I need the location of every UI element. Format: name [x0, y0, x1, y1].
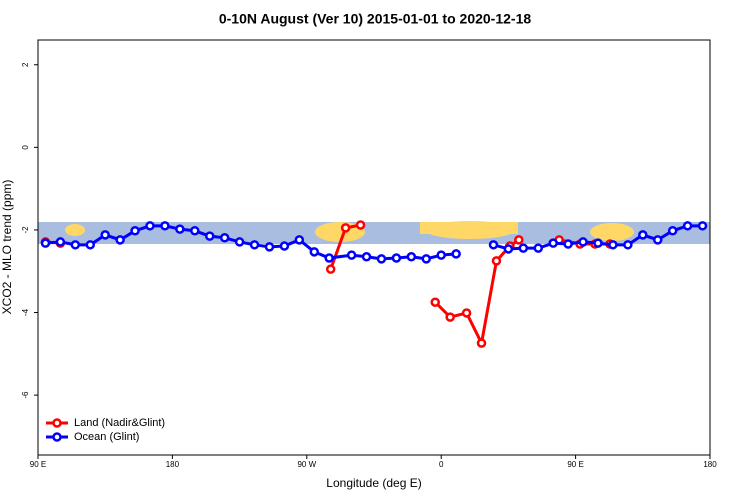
- data-point: [219, 233, 230, 243]
- land-shape: [425, 221, 515, 239]
- data-point: [491, 256, 502, 266]
- data-point: [55, 237, 66, 247]
- data-point: [234, 237, 245, 247]
- data-point: [518, 243, 529, 253]
- data-point: [249, 240, 260, 250]
- data-point: [608, 240, 618, 250]
- x-tick-label: 180: [166, 460, 180, 469]
- x-tick-label: 90 E: [567, 460, 583, 469]
- data-point: [514, 235, 524, 245]
- y-tick-label: 2: [21, 62, 30, 67]
- data-point: [548, 238, 558, 248]
- data-point: [294, 235, 305, 245]
- data-point: [563, 239, 573, 249]
- data-point: [652, 235, 663, 245]
- data-point: [309, 247, 320, 257]
- data-point: [421, 254, 432, 264]
- data-point: [533, 243, 544, 253]
- x-tick-label: 180: [703, 460, 717, 469]
- data-point: [70, 240, 81, 250]
- data-point: [697, 221, 708, 231]
- data-point: [115, 235, 125, 245]
- chart-title: 0-10N August (Ver 10) 2015-01-01 to 2020…: [219, 11, 532, 27]
- legend-marker: [52, 432, 62, 442]
- data-point: [40, 238, 51, 248]
- data-point: [593, 238, 603, 248]
- data-point: [85, 240, 96, 250]
- land-shape: [65, 224, 85, 236]
- data-point: [436, 250, 446, 260]
- legend-label: Ocean (Glint): [74, 431, 139, 443]
- data-point: [324, 253, 334, 263]
- data-point: [667, 226, 678, 236]
- data-point: [204, 231, 215, 241]
- data-point: [160, 221, 170, 231]
- y-tick-label: -4: [21, 308, 30, 316]
- y-tick-label: -2: [21, 226, 30, 234]
- x-tick-label: 90 E: [30, 460, 46, 469]
- data-point: [503, 244, 514, 254]
- data-point: [264, 242, 275, 252]
- x-axis-label: Longitude (deg E): [326, 476, 421, 490]
- legend-label: Land (Nadir&Glint): [74, 417, 165, 429]
- plot-frame: [37, 39, 711, 456]
- data-point: [346, 250, 357, 260]
- data-point: [451, 249, 461, 259]
- data-point: [325, 264, 336, 274]
- data-point: [361, 252, 372, 262]
- y-tick-label: -6: [21, 391, 30, 399]
- data-point: [406, 252, 417, 262]
- data-point: [578, 237, 588, 247]
- data-point: [175, 224, 185, 234]
- data-point: [461, 308, 472, 318]
- data-point: [623, 240, 633, 250]
- data-point: [476, 338, 487, 348]
- x-tick-label: 90 W: [297, 460, 316, 469]
- data-point: [391, 253, 402, 263]
- data-point: [130, 226, 140, 236]
- data-point: [355, 220, 366, 230]
- data-point: [488, 240, 499, 250]
- data-point: [340, 223, 351, 233]
- data-point: [638, 230, 648, 240]
- data-point: [190, 226, 200, 236]
- data-point: [682, 221, 693, 231]
- x-tick-label: 0: [439, 460, 444, 469]
- data-point: [430, 297, 440, 307]
- data-point: [100, 230, 110, 240]
- y-axis-label: XCO2 - MLO trend (ppm): [0, 180, 14, 315]
- land-shape: [590, 223, 634, 241]
- data-point: [376, 254, 387, 264]
- data-point: [445, 312, 455, 322]
- legend-marker: [52, 418, 62, 428]
- data-point: [279, 241, 290, 251]
- data-point: [145, 221, 155, 231]
- y-tick-label: 0: [21, 145, 30, 150]
